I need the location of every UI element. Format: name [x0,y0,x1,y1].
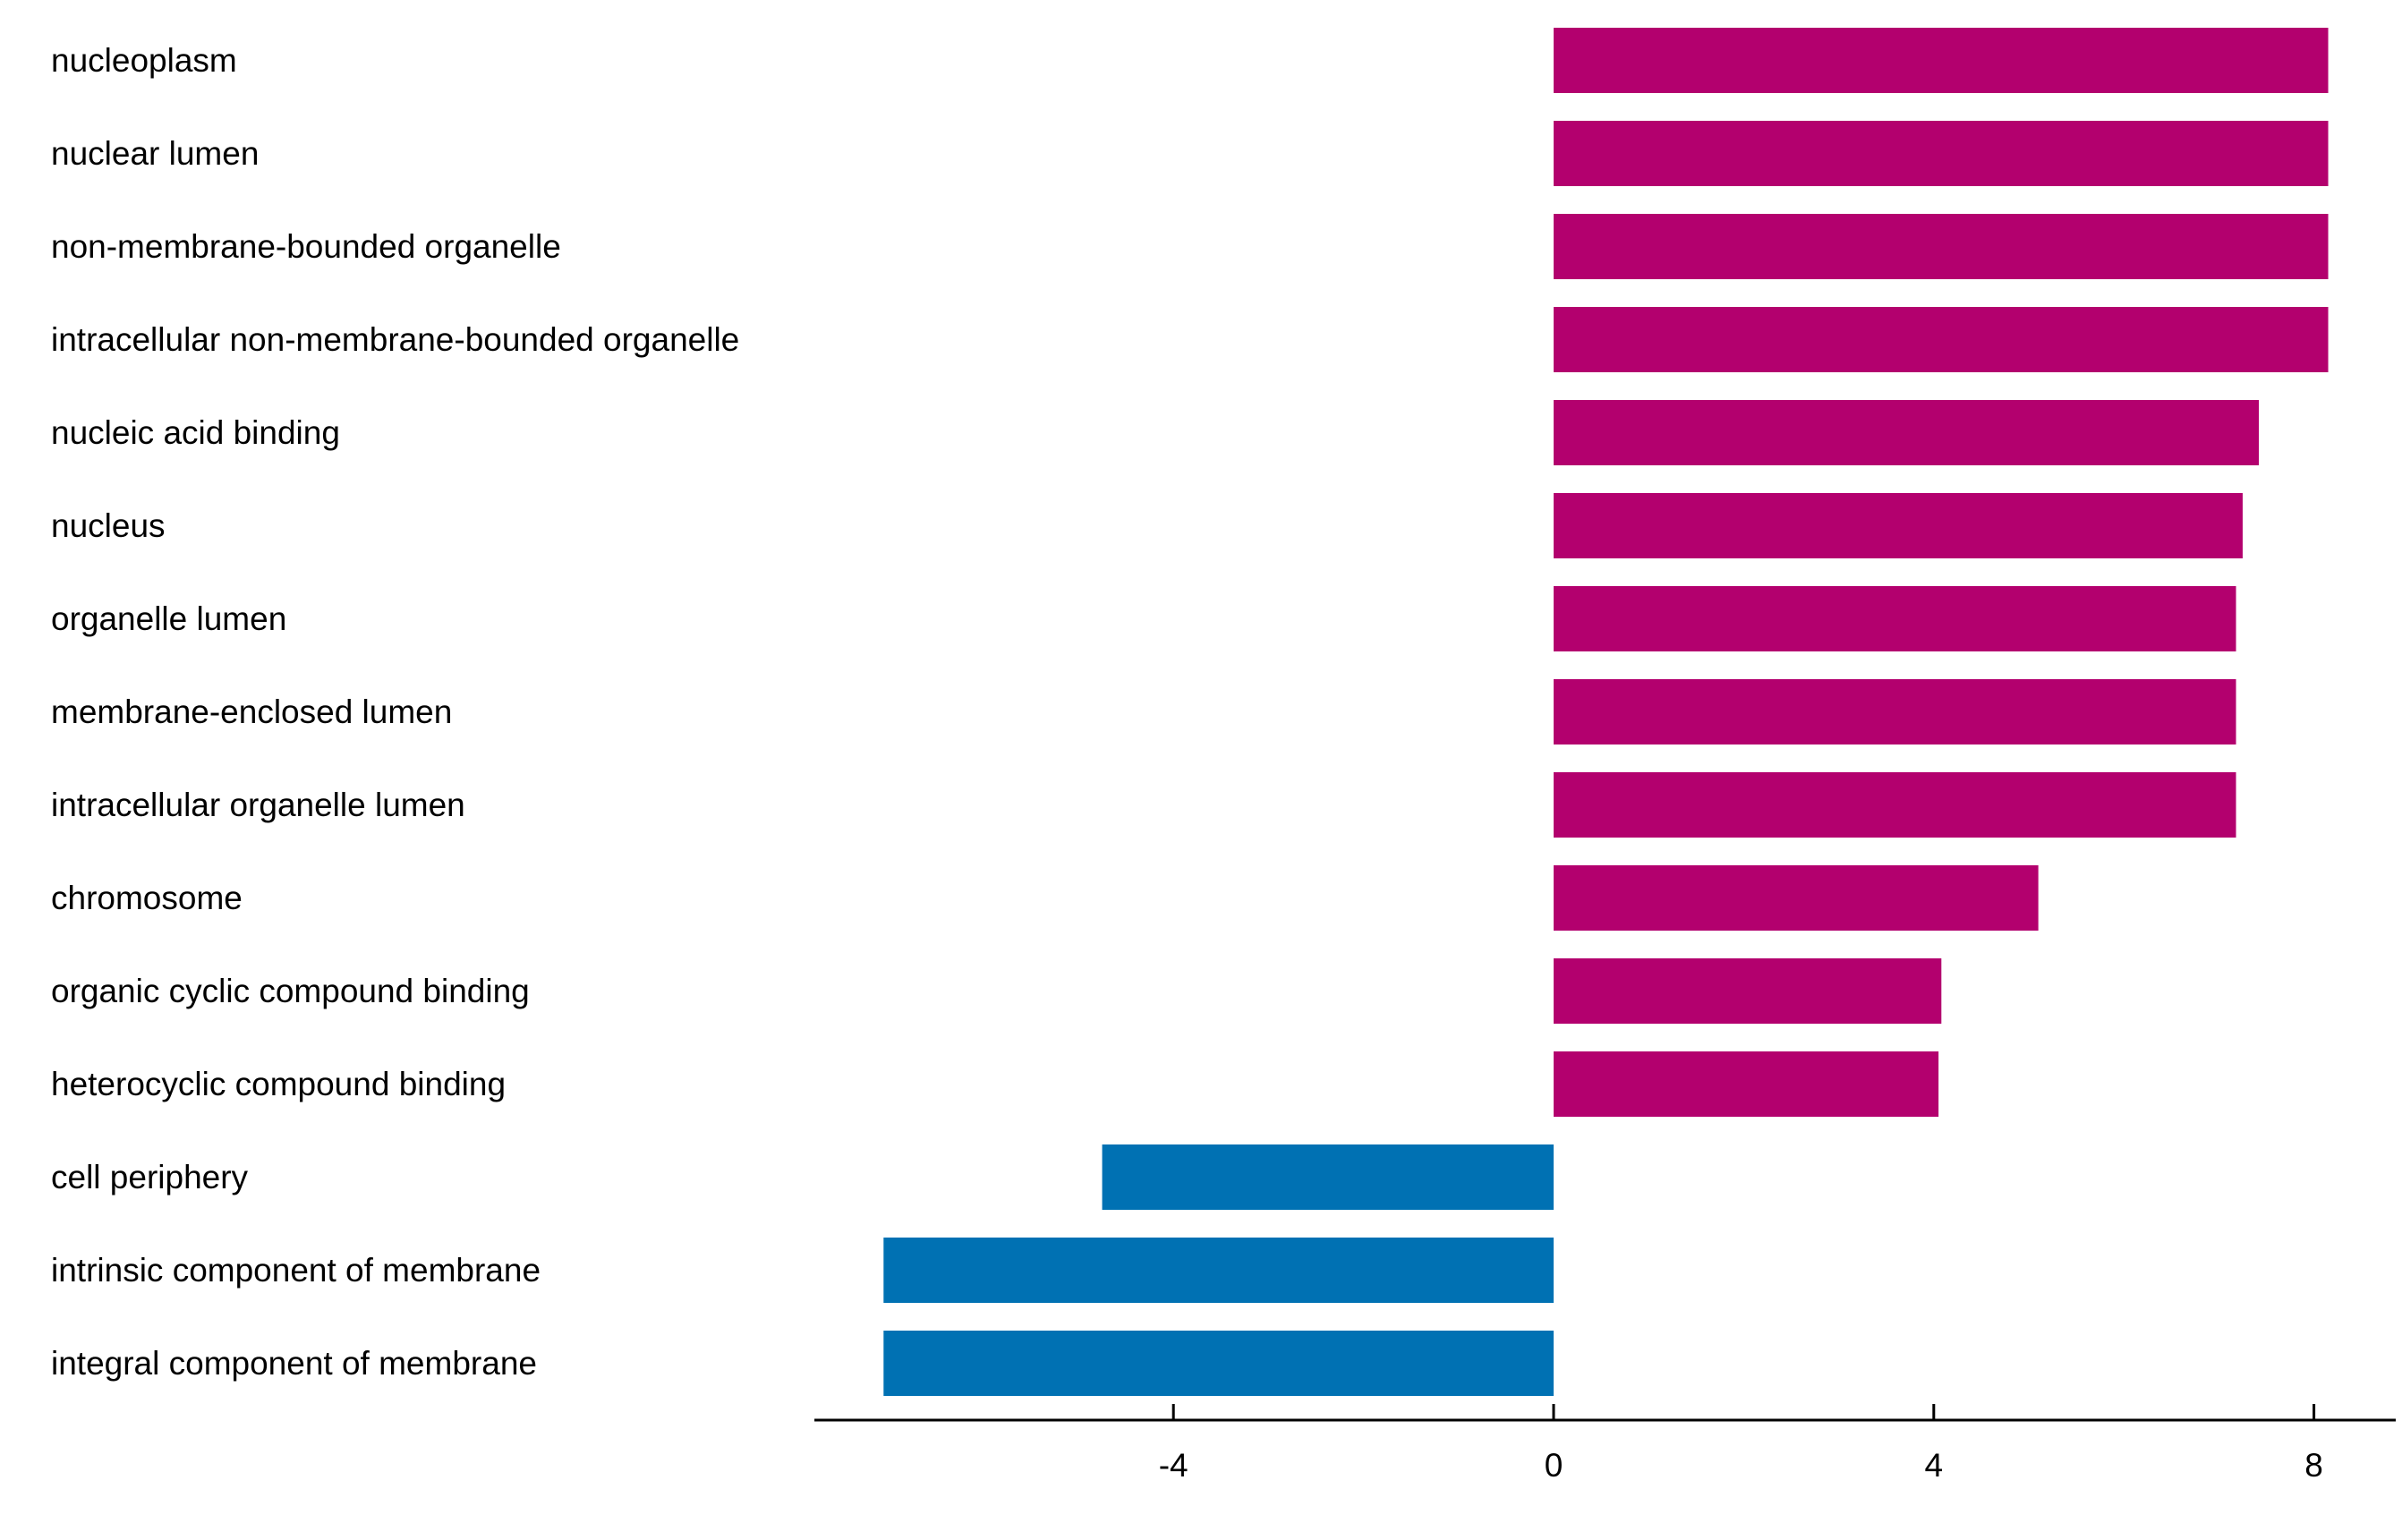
bar [1554,586,2236,651]
category-label: integral component of membrane [51,1345,537,1382]
category-label: organic cyclic compound binding [51,973,530,1009]
bar [1102,1144,1554,1210]
category-label: non-membrane-bounded organelle [51,228,561,265]
category-labels: nucleoplasm nuclear lumen non-membrane-bou… [51,42,739,1382]
category-label: heterocyclic compound binding [51,1066,506,1102]
x-tick-label: -4 [1159,1447,1188,1484]
category-label: nucleoplasm [51,42,237,79]
category-label: membrane-enclosed lumen [51,693,452,730]
bar [1554,958,1942,1024]
category-label: nuclear lumen [51,135,259,172]
bars [883,28,2329,1396]
bar [1554,28,2329,93]
bar [1554,679,2236,744]
category-label: intracellular non-membrane-bounded organ… [51,321,739,358]
bar [1554,121,2329,186]
bar [1554,1051,1939,1117]
category-label: intracellular organelle lumen [51,787,465,823]
bar [883,1238,1554,1303]
x-tick-label: 8 [2304,1447,2323,1484]
x-tick-label: 0 [1545,1447,1563,1484]
category-label: nucleus [51,507,166,544]
bar [1554,400,2260,465]
category-label: cell periphery [51,1159,249,1195]
x-tick-label: 4 [1925,1447,1944,1484]
category-label: nucleic acid binding [51,414,340,451]
bar [1554,772,2236,838]
bar [1554,493,2243,558]
bar [883,1331,1554,1396]
x-axis: -4 0 4 8 [814,1404,2396,1484]
category-label: chromosome [51,880,243,916]
bar [1554,865,2039,931]
category-label: intrinsic component of membrane [51,1252,541,1289]
category-label: organelle lumen [51,600,286,637]
bar [1554,307,2329,372]
bar [1554,214,2329,279]
